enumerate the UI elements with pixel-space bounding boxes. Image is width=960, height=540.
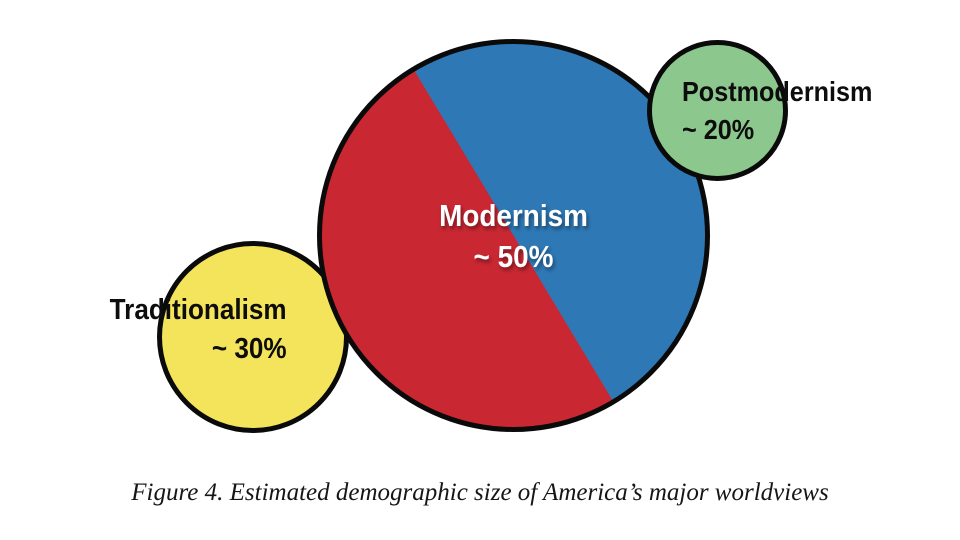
traditionalism-label: Traditionalism ~ 30% [110, 291, 287, 369]
modernism-label: Modernism ~ 50% [337, 39, 691, 432]
modernism-bubble [317, 39, 710, 432]
postmodernism-label-value: ~ 20% [682, 114, 755, 145]
traditionalism-label-name: Traditionalism [110, 294, 287, 326]
traditionalism-bubble [157, 241, 349, 433]
traditionalism-label-value: ~ 30% [212, 333, 287, 365]
postmodernism-label-name: Postmodernism [682, 76, 873, 107]
modernism-label-name: Modernism [439, 197, 588, 233]
modernism-label-value: ~ 50% [473, 238, 554, 274]
postmodernism-label: Postmodernism ~ 20% [682, 73, 872, 149]
figure-caption: Figure 4. Estimated demographic size of … [131, 479, 829, 506]
postmodernism-bubble [647, 40, 788, 181]
